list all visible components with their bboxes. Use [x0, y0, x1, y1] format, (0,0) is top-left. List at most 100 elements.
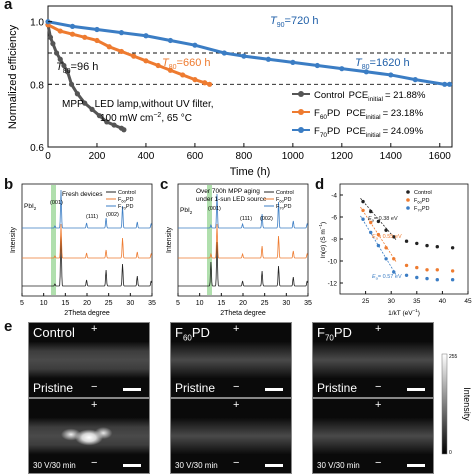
legend-item-control: Control PCEinitial = 21.88% — [292, 90, 426, 103]
plot-frame — [339, 183, 469, 295]
svg-text:Control: Control — [118, 190, 136, 196]
svg-text:Control: Control — [414, 190, 432, 196]
y-axis-label: ln(σ) (S m−1) — [318, 222, 327, 258]
data-point — [202, 80, 208, 86]
peak-label-111: (111) — [86, 214, 98, 220]
xrd-trace-0 — [22, 229, 152, 287]
data-point — [384, 257, 388, 261]
intensity-map-tile-1: F60PD + − Pristine — [170, 322, 292, 398]
legend: Control F60PD F70PD — [406, 190, 432, 213]
svg-text:F70PD: F70PD — [276, 204, 291, 211]
ea-label-control: Ea= 0.38 eV — [368, 216, 398, 223]
data-point — [241, 53, 247, 59]
intensity-colorbar: 255 0 Intensity — [441, 353, 472, 456]
data-point — [392, 270, 396, 274]
data-point — [412, 77, 418, 83]
data-point — [50, 41, 56, 47]
svg-text:Control: Control — [276, 190, 294, 196]
intensity-map-tile-0: Control + − Pristine — [28, 322, 150, 398]
data-point — [61, 62, 67, 69]
x-tick-label: 0 — [45, 151, 51, 162]
scale-bar — [407, 464, 425, 467]
data-point — [131, 53, 137, 59]
t90-label-f70: T90=720 h — [270, 15, 319, 29]
conductivity-chart: 25 30 35 40 45 -4 -6 -8 -10 -12 Control F60PD F70… — [318, 183, 472, 317]
condition-line1: MPP LED lamp,without UV filter, — [62, 99, 214, 110]
peak-label-pbi2: PbI2 — [24, 203, 37, 211]
peak-label-111: (111) — [240, 216, 252, 222]
data-point — [404, 273, 409, 277]
data-point — [82, 100, 88, 106]
data-point — [143, 33, 149, 39]
scale-bar — [265, 388, 283, 391]
x-tick-label: 10 — [196, 300, 204, 307]
xrd-fresh-chart: 5 10 15 20 25 30 35 Fresh devices PbI2 (001) (… — [10, 183, 156, 317]
y-tick-label: -8 — [331, 237, 337, 244]
data-point — [290, 59, 296, 65]
data-point — [415, 241, 419, 246]
data-point — [404, 239, 409, 243]
data-point — [435, 245, 439, 249]
fit-line-2 — [360, 215, 397, 276]
intensity-map-tile-4: + − 30 V/30 min — [170, 398, 292, 474]
data-point — [47, 34, 54, 40]
data-point — [314, 62, 320, 69]
x-tick-label: 200 — [89, 151, 106, 162]
data-point — [425, 243, 429, 248]
data-point — [363, 69, 369, 75]
electrode-plus: + — [91, 399, 98, 411]
svg-text:F60PD: F60PD — [414, 198, 429, 205]
panel-letter-b: b — [4, 176, 14, 193]
x-tick-label: 40 — [439, 298, 447, 305]
x-tick-label: 30 — [388, 298, 396, 305]
tile-condition: 30 V/30 min — [317, 461, 360, 470]
data-point — [265, 56, 271, 62]
scale-bar — [407, 388, 425, 391]
data-point — [121, 127, 127, 133]
svg-text:F60PD: F60PD — [118, 197, 133, 204]
x-tick-label: 5 — [176, 300, 180, 307]
electrode-minus: − — [91, 457, 98, 469]
pbi2-highlight — [51, 185, 56, 295]
data-point — [384, 246, 388, 250]
x-tick-label: 30 — [282, 300, 290, 307]
data-point — [69, 31, 76, 37]
data-point — [450, 278, 455, 282]
panel-letter-c: c — [160, 176, 169, 193]
peak-label-pbi2: PbI2 — [180, 207, 193, 215]
data-point — [96, 113, 103, 119]
data-point — [167, 37, 174, 44]
y-tick-label: -10 — [328, 259, 338, 266]
y-axis-label: Intensity — [10, 226, 17, 253]
scale-bar — [123, 464, 141, 467]
data-point — [143, 58, 149, 64]
data-point — [118, 30, 125, 36]
data-point — [94, 26, 100, 33]
data-point — [425, 268, 429, 272]
scale-bar — [123, 388, 141, 391]
x-axis-label: Time (h) — [230, 166, 271, 178]
intensity-map-tile-2: F70PD + − Pristine — [312, 322, 434, 398]
data-point — [376, 243, 381, 248]
legend: Control F60PD F70PD — [106, 190, 136, 211]
electrode-plus: + — [375, 323, 382, 335]
plot-frame — [47, 5, 453, 148]
electrode-minus: − — [233, 457, 240, 469]
colorbar-max: 255 — [449, 354, 458, 360]
xrd-aged-chart: 5 10 15 20 25 30 35 Over 700h MPP aging under … — [166, 183, 312, 317]
data-point — [369, 220, 373, 225]
data-point — [450, 269, 455, 273]
panel-letter-a: a — [4, 0, 13, 13]
data-point — [207, 81, 213, 87]
xrd-trace-2 — [178, 193, 308, 229]
x-axis-label: 1/kT (eV−1) — [388, 308, 420, 317]
chart-title: Fresh devices — [62, 191, 103, 198]
data-point — [339, 66, 345, 72]
xrd-trace-1 — [22, 223, 152, 259]
tile-label: Control — [33, 325, 75, 340]
data-point — [376, 232, 381, 237]
data-point — [69, 23, 76, 29]
intensity-map-tile-5: + − 30 V/30 min — [312, 398, 434, 474]
tile-condition: Pristine — [175, 381, 216, 395]
data-point — [167, 67, 174, 73]
